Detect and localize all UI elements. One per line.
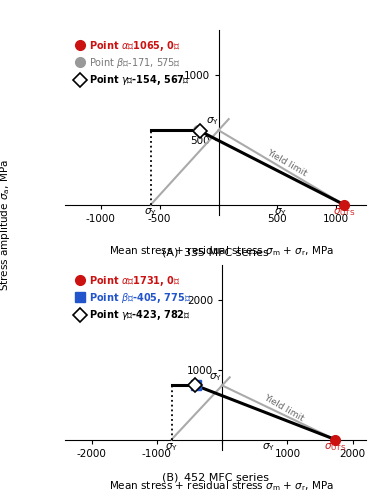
Text: Yield limit: Yield limit bbox=[265, 148, 308, 178]
Text: (A) 335 MFC series: (A) 335 MFC series bbox=[162, 248, 269, 258]
Legend: Point $\alpha$（1731, 0）, Point $\beta$（-405, 775）, Point $\gamma$（-423, 782）: Point $\alpha$（1731, 0）, Point $\beta$（-… bbox=[73, 272, 193, 324]
X-axis label: Mean stress + residual stress $\sigma_{\rm m}$ + $\sigma_{\rm r}$, MPa: Mean stress + residual stress $\sigma_{\… bbox=[109, 244, 334, 258]
Text: Yield limit: Yield limit bbox=[262, 393, 306, 423]
Text: $\sigma_{\rm Y}$: $\sigma_{\rm Y}$ bbox=[206, 114, 219, 126]
Legend: Point $\alpha$（1065, 0）, Point $\beta$（-171, 575）, Point $\gamma$（-154, 567）: Point $\alpha$（1065, 0）, Point $\beta$（-… bbox=[73, 36, 192, 90]
Text: Stress amplitude $\sigma_{\rm a}$, MPa: Stress amplitude $\sigma_{\rm a}$, MPa bbox=[0, 159, 12, 291]
Text: $\sigma_{\rm UTS}$: $\sigma_{\rm UTS}$ bbox=[333, 206, 355, 218]
Text: $\sigma_{\rm Y}$: $\sigma_{\rm Y}$ bbox=[165, 441, 178, 453]
Text: $\sigma_{\rm Y}$: $\sigma_{\rm Y}$ bbox=[209, 371, 223, 382]
Text: $\sigma_{\rm Y}$: $\sigma_{\rm Y}$ bbox=[144, 206, 157, 218]
Text: $\sigma_{\rm UTS}$: $\sigma_{\rm UTS}$ bbox=[324, 441, 346, 453]
X-axis label: Mean stress + residual stress $\sigma_{\rm m}$ + $\sigma_{\rm r}$, MPa: Mean stress + residual stress $\sigma_{\… bbox=[109, 480, 334, 494]
Text: (B) 452 MFC series: (B) 452 MFC series bbox=[162, 472, 269, 482]
Text: $\sigma_{\rm Y}$: $\sigma_{\rm Y}$ bbox=[262, 441, 275, 453]
Text: $\sigma_{\rm Y}$: $\sigma_{\rm Y}$ bbox=[275, 206, 287, 218]
